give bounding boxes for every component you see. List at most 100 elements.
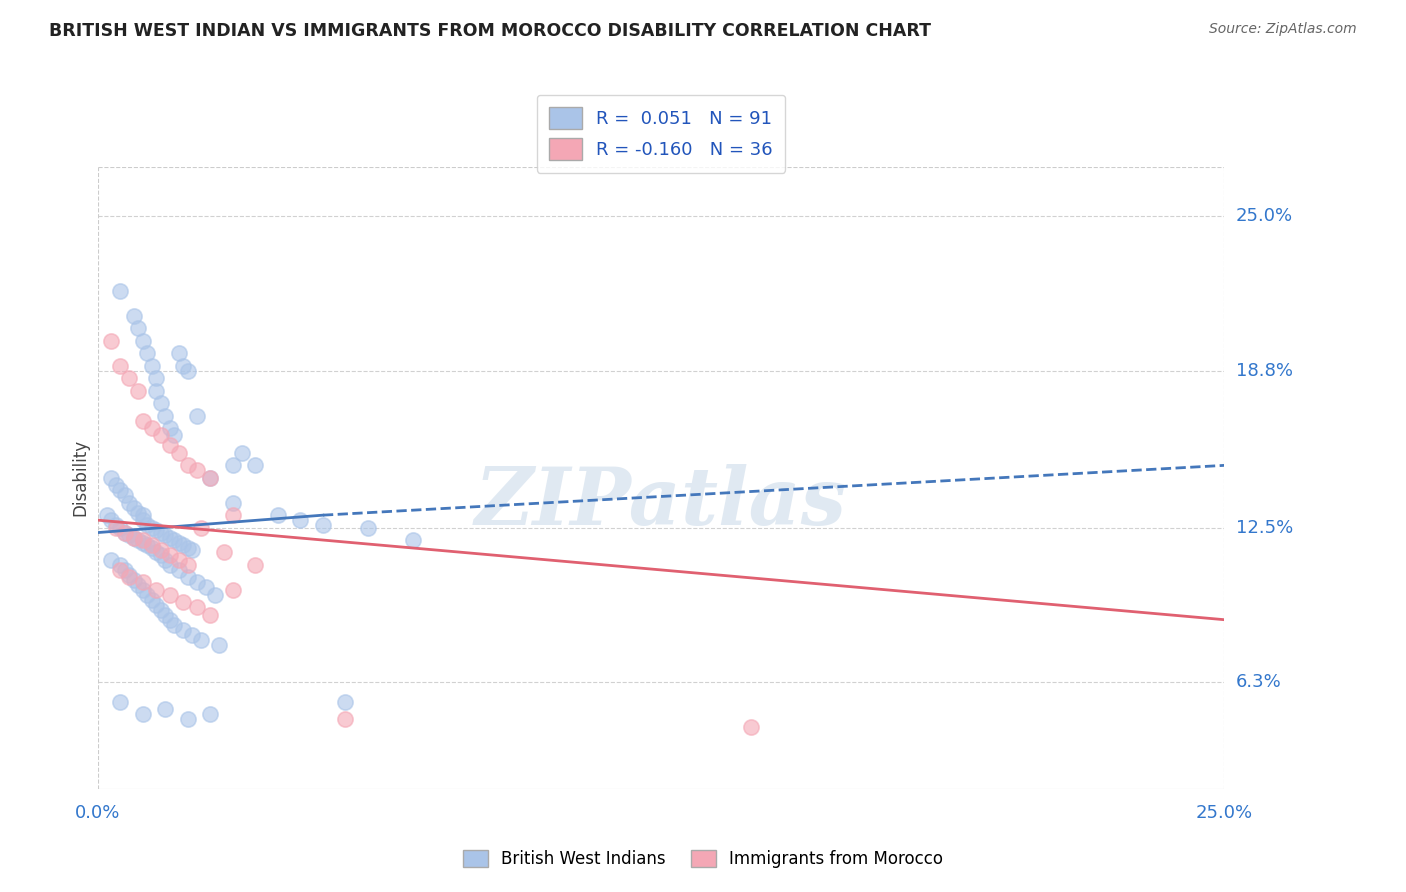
Point [145, 371, 167, 385]
Point [122, 531, 145, 545]
Point [222, 582, 245, 597]
Point [131, 575, 153, 590]
Point [149, 525, 172, 540]
Point [127, 321, 149, 335]
Point [153, 607, 176, 622]
Point [108, 284, 131, 298]
Point [159, 613, 181, 627]
Text: Source: ZipAtlas.com: Source: ZipAtlas.com [1209, 22, 1357, 37]
Point [131, 413, 153, 427]
Text: 6.3%: 6.3% [1236, 673, 1281, 691]
Point [122, 309, 145, 323]
Point [108, 563, 131, 577]
Point [190, 632, 212, 647]
Point [114, 488, 136, 502]
Point [136, 588, 159, 602]
Point [141, 541, 163, 555]
Point [177, 558, 200, 572]
Point [122, 531, 145, 545]
Point [108, 558, 131, 572]
Point [136, 538, 159, 552]
Point [108, 520, 131, 534]
Point [204, 588, 226, 602]
Point [186, 409, 208, 423]
Point [149, 548, 172, 562]
Y-axis label: Disability: Disability [72, 439, 89, 516]
Text: 25.0%: 25.0% [1197, 804, 1253, 822]
Point [177, 458, 200, 473]
Point [357, 520, 380, 534]
Point [740, 720, 762, 734]
Point [96, 508, 118, 523]
Point [212, 545, 235, 559]
Point [145, 545, 167, 559]
Point [186, 463, 208, 477]
Point [167, 535, 190, 549]
Point [172, 623, 194, 637]
Point [131, 533, 153, 547]
Point [167, 563, 190, 577]
Point [222, 458, 245, 473]
Point [159, 438, 181, 452]
Point [181, 627, 204, 641]
Point [100, 334, 122, 348]
Legend: R =  0.051   N = 91, R = -0.160   N = 36: R = 0.051 N = 91, R = -0.160 N = 36 [537, 95, 786, 173]
Point [167, 346, 190, 360]
Point [100, 513, 122, 527]
Point [141, 592, 163, 607]
Point [149, 396, 172, 410]
Point [100, 471, 122, 485]
Point [118, 371, 141, 385]
Point [118, 528, 141, 542]
Point [145, 582, 167, 597]
Point [153, 528, 176, 542]
Point [177, 712, 200, 726]
Point [159, 421, 181, 435]
Point [136, 518, 159, 533]
Point [131, 513, 153, 527]
Point [118, 496, 141, 510]
Point [114, 563, 136, 577]
Point [118, 568, 141, 582]
Point [149, 428, 172, 442]
Point [267, 508, 290, 523]
Point [131, 707, 153, 722]
Point [122, 573, 145, 587]
Point [200, 471, 222, 485]
Point [194, 580, 217, 594]
Point [127, 578, 149, 592]
Point [141, 359, 163, 373]
Point [153, 553, 176, 567]
Point [290, 513, 312, 527]
Point [200, 707, 222, 722]
Text: 25.0%: 25.0% [1236, 208, 1294, 226]
Point [127, 533, 149, 547]
Point [172, 359, 194, 373]
Point [222, 496, 245, 510]
Point [108, 695, 131, 709]
Point [149, 543, 172, 558]
Point [159, 588, 181, 602]
Point [172, 595, 194, 609]
Point [245, 458, 267, 473]
Point [245, 558, 267, 572]
Point [104, 520, 127, 534]
Point [114, 525, 136, 540]
Point [108, 483, 131, 498]
Point [145, 384, 167, 398]
Point [163, 617, 186, 632]
Legend: British West Indians, Immigrants from Morocco: British West Indians, Immigrants from Mo… [456, 843, 950, 875]
Point [200, 471, 222, 485]
Point [131, 508, 153, 523]
Point [127, 506, 149, 520]
Point [104, 478, 127, 492]
Point [153, 409, 176, 423]
Point [108, 359, 131, 373]
Point [177, 364, 200, 378]
Point [159, 548, 181, 562]
Point [335, 712, 357, 726]
Text: 18.8%: 18.8% [1236, 362, 1292, 380]
Point [153, 702, 176, 716]
Point [186, 575, 208, 590]
Point [141, 520, 163, 534]
